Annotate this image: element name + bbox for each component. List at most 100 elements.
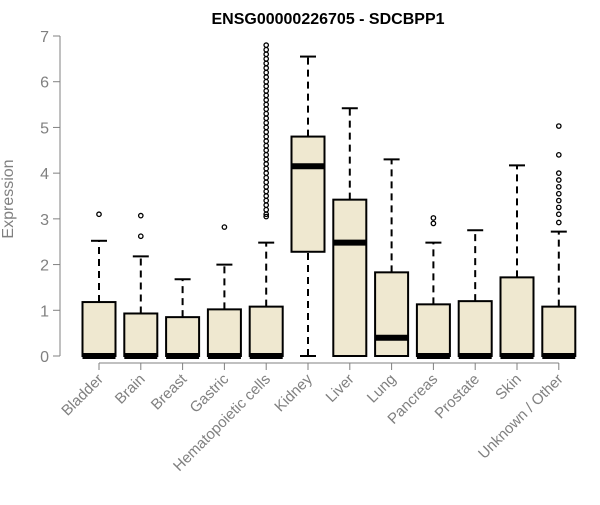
box-iqr — [81, 301, 117, 357]
outlier-point — [555, 184, 562, 190]
box-prostate — [457, 229, 493, 359]
outlier-point — [263, 97, 270, 103]
x-tick-label: Skin — [492, 371, 525, 404]
outlier-point — [263, 60, 270, 67]
box-bladder — [81, 211, 117, 359]
outlier-point — [263, 142, 270, 149]
outlier-point — [96, 211, 102, 218]
box-iqr — [541, 305, 577, 357]
box-kidney — [290, 55, 326, 357]
x-tick-label: Brain — [112, 371, 149, 408]
outlier-point — [263, 138, 270, 144]
outlier-point — [263, 213, 270, 220]
outlier-point — [263, 101, 270, 108]
x-tick-label: Breast — [148, 370, 191, 413]
outlier-point — [555, 152, 562, 158]
x-tick-label: Prostate — [431, 371, 483, 423]
box-iqr — [415, 303, 451, 358]
outlier-point — [555, 170, 562, 176]
box-iqr — [165, 316, 201, 357]
box-brain — [123, 212, 159, 359]
y-tick-label: 0 — [40, 349, 49, 366]
outlier-point — [263, 78, 270, 85]
outlier-point — [221, 224, 228, 230]
box-skin — [499, 164, 535, 359]
box-liver — [332, 107, 368, 357]
outlier-point — [555, 123, 562, 129]
outlier-point — [263, 152, 270, 158]
x-tick-label: Bladder — [58, 371, 107, 420]
outlier-point — [430, 215, 437, 221]
outlier-point — [263, 92, 270, 99]
y-tick-label: 6 — [40, 75, 49, 92]
box-iqr — [374, 271, 410, 358]
box-iqr — [290, 135, 326, 253]
box-iqr — [248, 305, 284, 357]
outlier-point — [263, 174, 270, 181]
y-tick-label: 5 — [40, 120, 49, 137]
outlier-point — [263, 42, 270, 48]
box-hematopoietic-cells — [248, 42, 284, 359]
outlier-point — [263, 179, 270, 186]
outlier-point — [263, 88, 270, 94]
outlier-point — [263, 124, 270, 131]
box-breast — [165, 278, 201, 359]
y-tick-label: 1 — [40, 303, 49, 320]
outlier-point — [263, 115, 270, 122]
box-iqr — [123, 312, 159, 358]
outlier-point — [137, 233, 144, 240]
outlier-point — [263, 120, 270, 126]
outlier-point — [555, 211, 562, 218]
outlier-point — [263, 165, 270, 172]
outlier-point — [263, 193, 270, 199]
outlier-point — [555, 204, 562, 211]
box-gastric — [206, 224, 242, 359]
outlier-point — [555, 177, 562, 183]
y-tick-label: 2 — [40, 258, 49, 275]
outlier-point — [263, 83, 270, 90]
outlier-point — [263, 65, 270, 71]
outlier-point — [263, 69, 270, 76]
y-tick-label: 4 — [40, 166, 49, 183]
outlier-point — [430, 220, 437, 227]
outlier-point — [263, 206, 270, 213]
box-iqr — [206, 308, 242, 357]
x-tick-label: Lung — [364, 371, 400, 407]
outlier-point — [555, 190, 562, 197]
outlier-point — [263, 56, 270, 62]
outlier-point — [137, 212, 144, 219]
box-iqr — [332, 198, 368, 357]
box-unknown-other — [541, 123, 577, 359]
outlier-point — [263, 184, 270, 190]
chart-title: ENSG00000226705 - SDCBPP1 — [211, 11, 444, 28]
outlier-point — [263, 197, 270, 204]
outlier-point — [263, 202, 270, 208]
y-axis-label: Expression — [0, 159, 17, 238]
outlier-point — [555, 197, 562, 204]
outlier-point — [263, 129, 270, 135]
box-lung — [374, 158, 410, 358]
outlier-point — [263, 147, 270, 154]
outlier-point — [555, 219, 562, 226]
box-iqr — [457, 300, 493, 357]
y-tick-label: 7 — [40, 29, 49, 46]
box-pancreas — [415, 215, 451, 359]
outlier-point — [263, 51, 270, 58]
outlier-point — [263, 110, 270, 117]
y-tick-label: 3 — [40, 212, 49, 229]
boxes-group — [81, 42, 577, 359]
box-iqr — [499, 276, 535, 357]
outlier-point — [263, 74, 270, 80]
outlier-point — [263, 106, 270, 112]
x-tick-label: Kidney — [271, 370, 316, 415]
outlier-point — [263, 156, 270, 163]
x-tick-label: Liver — [323, 371, 358, 406]
outlier-point — [263, 46, 270, 53]
y-axis: 0 1 2 3 4 5 6 7 — [40, 29, 61, 366]
outlier-point — [263, 170, 270, 176]
outlier-point — [263, 161, 270, 167]
outlier-point — [263, 188, 270, 195]
